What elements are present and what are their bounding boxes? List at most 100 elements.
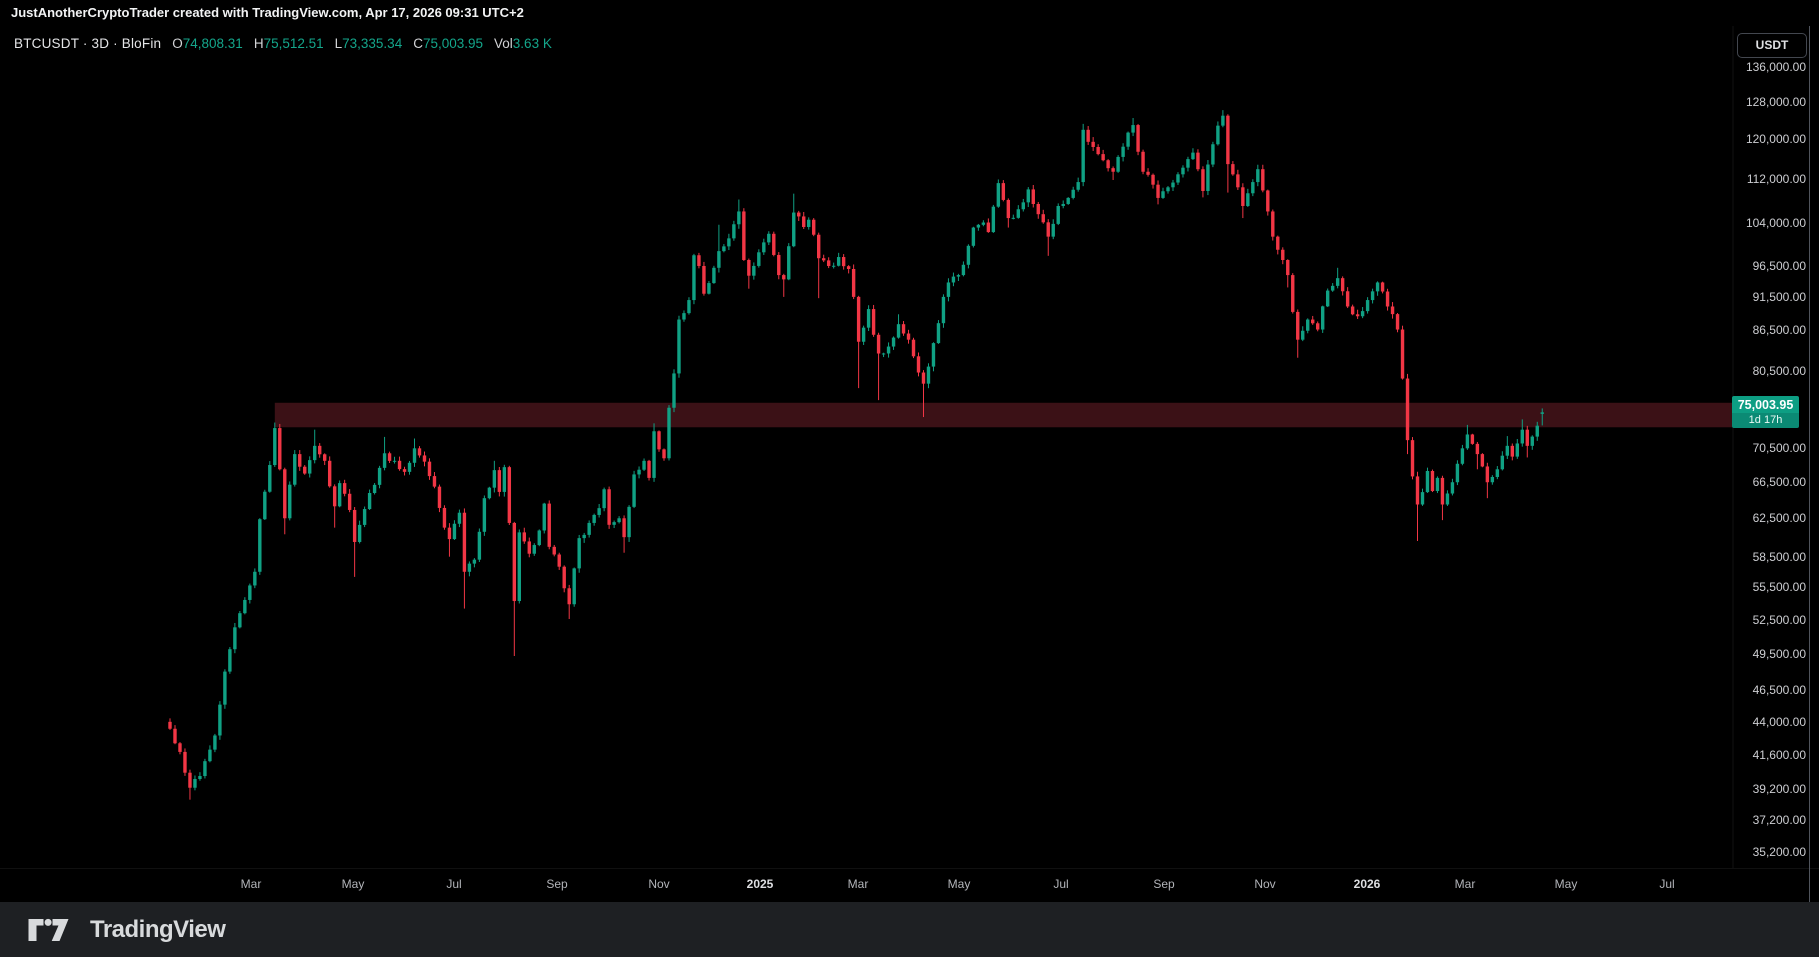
candle-body xyxy=(732,224,736,239)
candle-body xyxy=(492,470,497,488)
candle-body xyxy=(173,728,177,744)
candle-body xyxy=(1390,306,1395,315)
candle-body xyxy=(747,259,751,276)
candle-body xyxy=(1086,129,1090,142)
candle-body xyxy=(876,334,881,354)
time-axis[interactable]: Mar May Jul Sep Nov 2025 Mar May Jul Sep Nov 2026 Ma… xyxy=(0,868,1819,903)
candle-body xyxy=(1041,214,1045,223)
candle-body xyxy=(1156,184,1160,198)
tradingview-logo[interactable]: TradingView xyxy=(20,916,226,944)
candle-body xyxy=(183,751,187,773)
candle-body xyxy=(956,275,961,277)
candle-body xyxy=(1510,445,1515,457)
candle-body xyxy=(1445,493,1450,505)
candle-body xyxy=(258,519,262,572)
candle-body xyxy=(422,455,427,462)
candle-body xyxy=(313,445,317,461)
candle-body xyxy=(1370,291,1375,301)
candle-body xyxy=(1116,156,1120,172)
candle-body xyxy=(1420,492,1425,505)
candle-body xyxy=(1455,463,1460,483)
candle-body xyxy=(1166,187,1170,192)
candle-body xyxy=(1291,275,1295,312)
candle-body xyxy=(1355,314,1360,317)
candle-body xyxy=(1111,168,1115,172)
time-tick-month: May xyxy=(947,877,971,891)
price-tick: 80,500.00 xyxy=(1752,364,1806,379)
candle-body xyxy=(527,541,531,554)
candle-body xyxy=(991,206,996,233)
candle-body xyxy=(1490,476,1495,483)
candle-body xyxy=(652,431,656,478)
candle-body xyxy=(372,484,377,493)
price-axis[interactable]: USDT 136,000.00 128,000.00 120,000.00 112,0… xyxy=(1732,26,1819,868)
candle-body xyxy=(218,704,222,736)
candle-body xyxy=(677,319,681,374)
candle-body xyxy=(452,523,457,540)
candle-body xyxy=(238,613,242,628)
candle-body xyxy=(308,460,312,474)
candle-body xyxy=(851,269,856,297)
candle-body xyxy=(1016,209,1020,218)
candle-body xyxy=(692,255,696,301)
candle-body xyxy=(1330,285,1335,291)
candle-body xyxy=(807,219,811,227)
candle-body xyxy=(637,469,641,475)
candle-body xyxy=(248,585,252,600)
price-tick: 58,500.00 xyxy=(1752,549,1806,564)
time-tick-month: Jul xyxy=(446,877,462,891)
candle-body xyxy=(1296,311,1300,340)
candle-body xyxy=(777,254,781,276)
candle-body xyxy=(1440,477,1445,505)
candle-body xyxy=(1201,169,1205,191)
candle-body xyxy=(303,466,307,474)
candle-body xyxy=(352,509,357,542)
candle-body xyxy=(1306,319,1310,331)
candle-body xyxy=(931,343,936,367)
candle-body xyxy=(1325,290,1330,307)
candle-body xyxy=(382,453,387,468)
candle-body xyxy=(1450,482,1455,494)
candle-body xyxy=(1076,182,1080,190)
candle-body xyxy=(1266,190,1270,212)
candle-body xyxy=(1146,171,1150,175)
time-tick-month: Mar xyxy=(847,877,869,891)
candle-body xyxy=(1495,469,1500,477)
candle-body xyxy=(687,300,691,314)
candle-body xyxy=(1430,470,1435,492)
price-tick: 70,500.00 xyxy=(1752,441,1806,456)
candle-body xyxy=(1171,182,1175,188)
candle-body xyxy=(1121,146,1125,157)
price-tick: 91,500.00 xyxy=(1752,289,1806,304)
candle-body xyxy=(1500,455,1505,470)
candle-body xyxy=(886,346,891,354)
last-price-label[interactable]: 75,003.95 1d 17h xyxy=(1732,396,1799,429)
candle-body xyxy=(1101,154,1105,161)
candle-body xyxy=(797,212,801,217)
candle-body xyxy=(1380,282,1385,292)
candle-body xyxy=(642,460,646,470)
candle-body xyxy=(1061,203,1065,206)
candle-body xyxy=(1071,189,1075,198)
candle-body xyxy=(891,337,896,347)
candle-body xyxy=(1231,164,1235,175)
candle-body xyxy=(1091,141,1095,147)
candle-body xyxy=(273,428,277,466)
candle-body xyxy=(432,476,437,487)
candle-body xyxy=(462,512,467,572)
candle-body xyxy=(367,492,372,510)
candle-body xyxy=(717,251,721,268)
candle-body xyxy=(507,467,512,523)
candle-body xyxy=(587,522,591,535)
candle-body xyxy=(322,454,327,461)
candle-body xyxy=(1241,187,1245,206)
candle-body xyxy=(1470,434,1475,444)
time-tick-month: Sep xyxy=(1153,877,1175,891)
candle-body xyxy=(976,224,981,228)
candle-body xyxy=(817,234,821,259)
candle-body xyxy=(722,246,726,252)
price-tick: 41,600.00 xyxy=(1752,747,1806,762)
currency-button[interactable]: USDT xyxy=(1737,33,1807,58)
supply-zone[interactable] xyxy=(274,402,1733,428)
candle-body xyxy=(712,267,716,284)
